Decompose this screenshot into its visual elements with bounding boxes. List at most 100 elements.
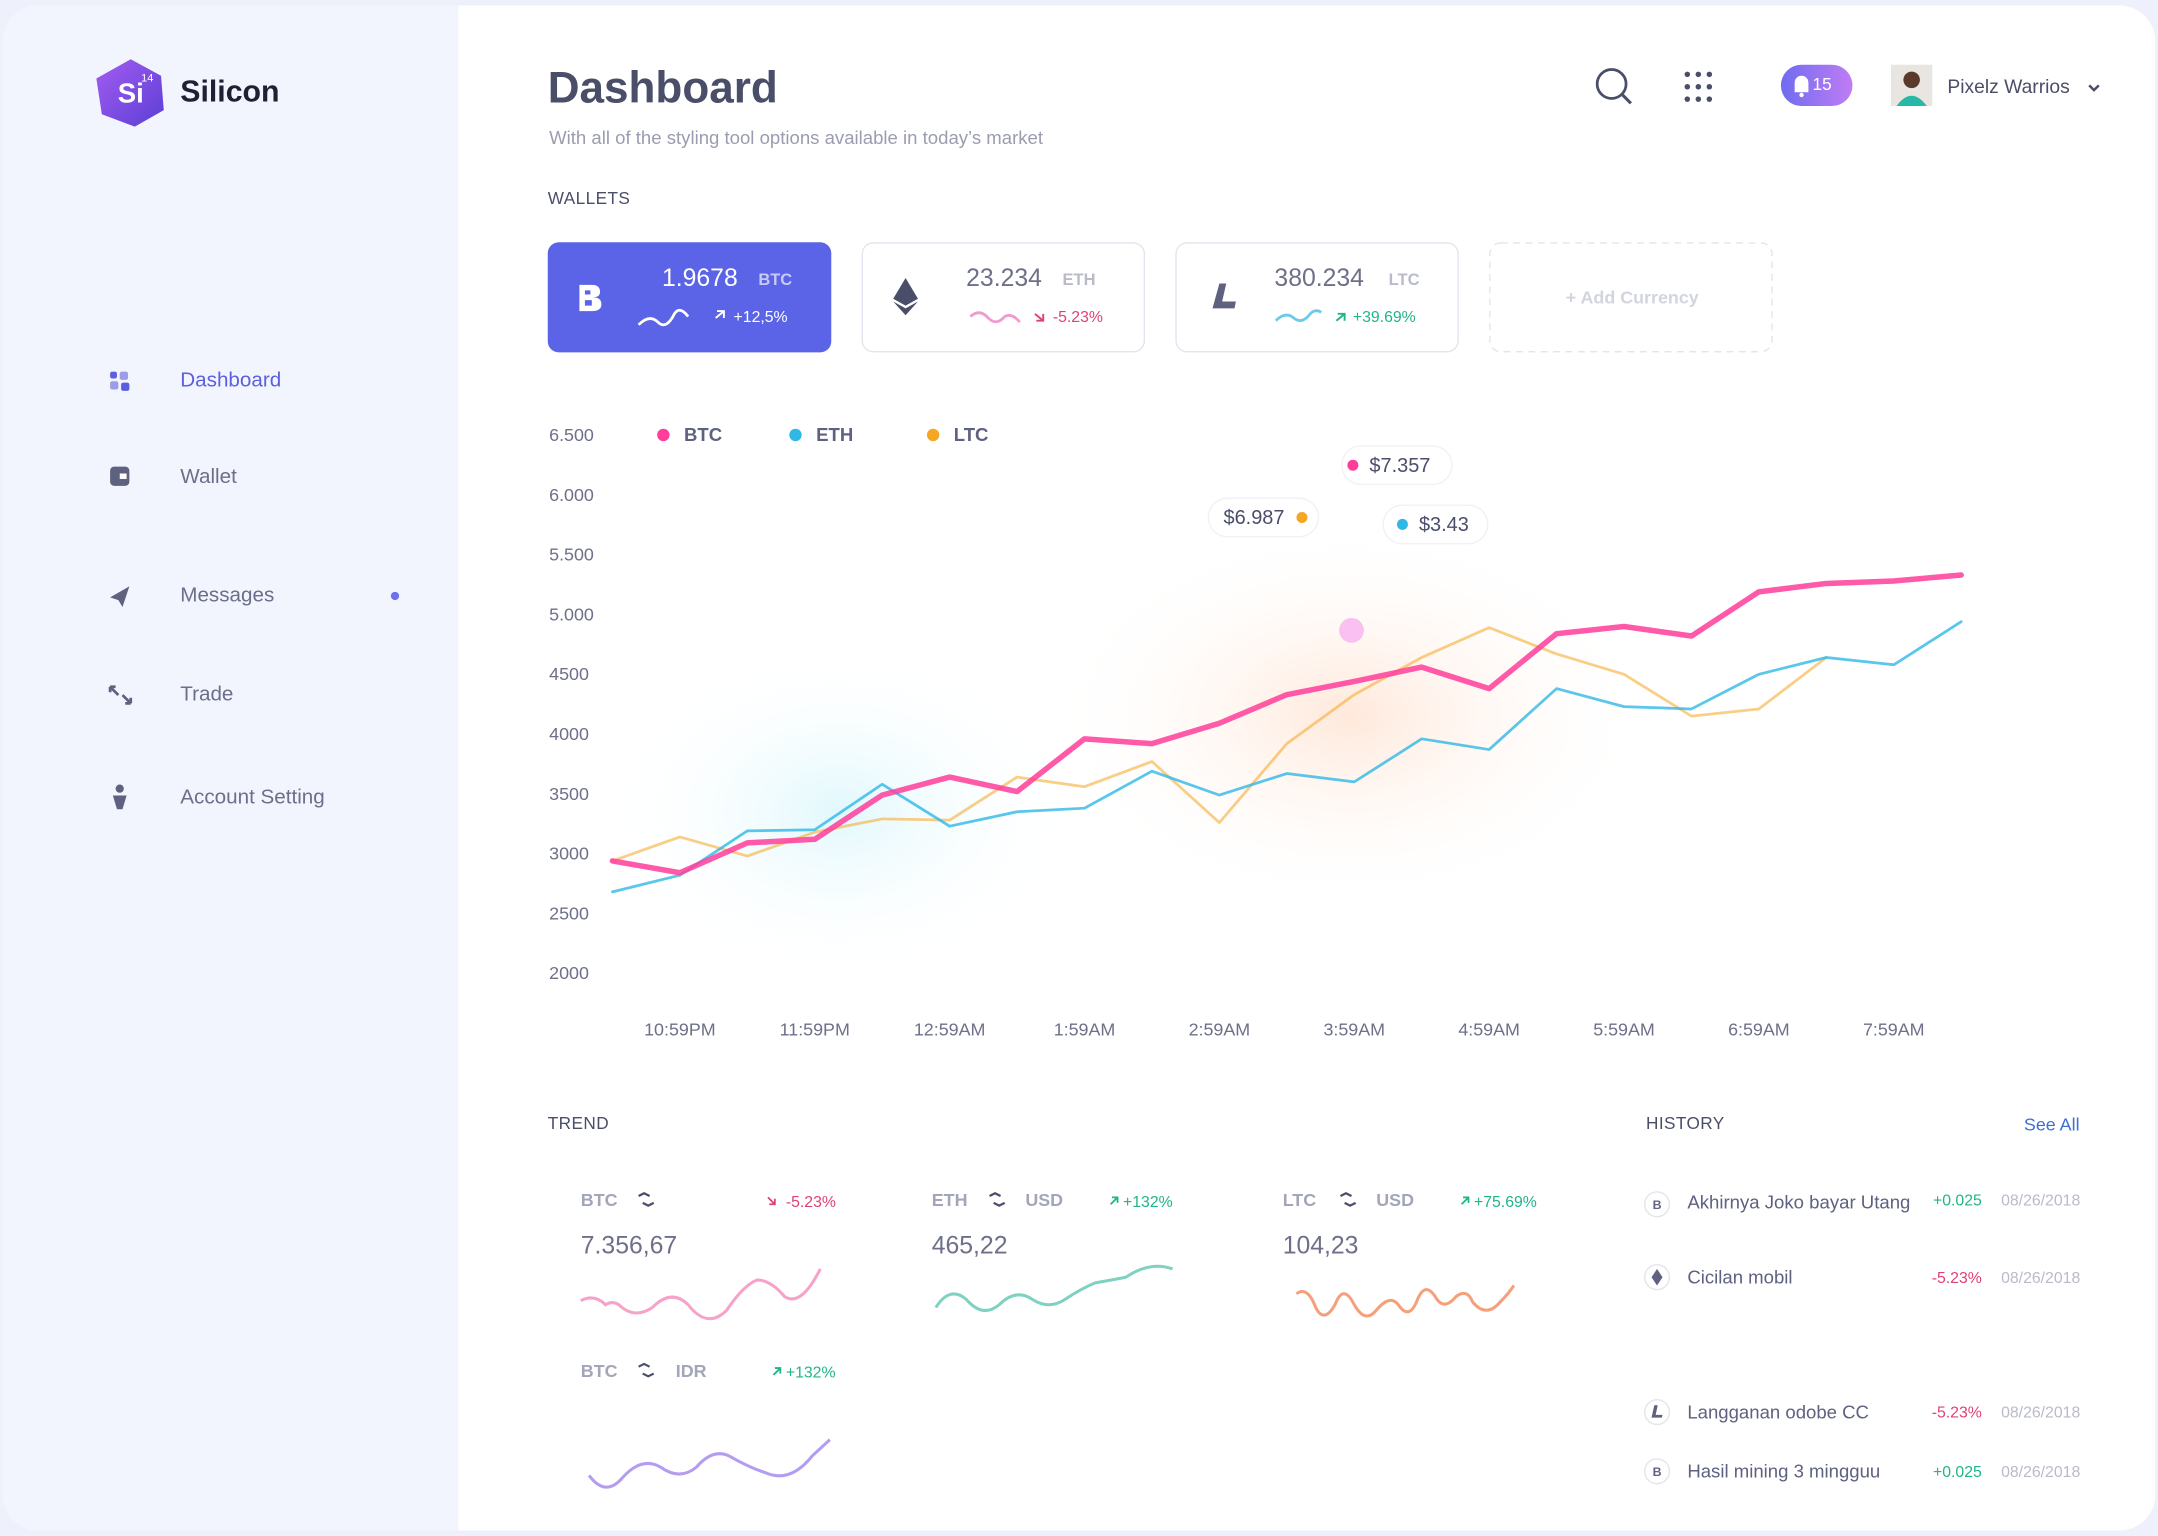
y-tick-label: 6.500 xyxy=(549,425,594,445)
callout-bg xyxy=(1207,497,1320,538)
history-title[interactable]: Langganan odobe CC xyxy=(1687,1401,1869,1422)
line-chart: 2000 2500 3000 3500 4000 4500 5.000 5.500 6.000 6… xyxy=(549,424,1964,1040)
history-row[interactable]: B Akhirnya Joko bayar Utang +0.025 08/26… xyxy=(1643,1191,2081,1246)
chart-highlight xyxy=(1339,617,1364,643)
wallet-card[interactable]: 23.234 ETH -5.23% xyxy=(861,242,1146,353)
chart-glow xyxy=(1045,523,1652,909)
wallet-amount[interactable]: 1.9678 xyxy=(662,265,738,292)
y-tick-label: 4500 xyxy=(549,664,589,684)
wallet-amount[interactable]: 23.234 xyxy=(966,265,1042,292)
history-date[interactable]: 08/26/2018 xyxy=(2001,1193,2080,1210)
nav-wallet[interactable]: Wallet xyxy=(110,465,237,488)
nav-messages[interactable]: Messages xyxy=(110,583,400,607)
nav-dashboard[interactable]: Dashboard xyxy=(110,369,281,392)
legend-label: LTC xyxy=(954,424,989,445)
wallet-unit[interactable]: BTC xyxy=(758,271,792,289)
wallet-amount[interactable]: 380.234 xyxy=(1274,265,1364,292)
see-all-link[interactable]: See All xyxy=(2024,1115,2080,1135)
user-name[interactable]: Pixelz Warrios xyxy=(1947,77,2069,98)
callout-label: $7.357 xyxy=(1369,455,1430,477)
user-menu[interactable]: Pixelz Warrios xyxy=(1891,64,2100,107)
history-date[interactable]: 08/26/2018 xyxy=(2001,1270,2080,1287)
trend-change[interactable]: +132% xyxy=(1123,1194,1173,1211)
x-tick-label: 10:59PM xyxy=(644,1020,716,1040)
callout-bg xyxy=(1341,445,1453,486)
section-label: WALLETS xyxy=(548,188,630,208)
history-row[interactable]: Langganan odobe CC -5.23% 08/26/2018 xyxy=(1643,1399,2081,1426)
series-line xyxy=(611,626,1828,863)
notification-count[interactable]: 15 xyxy=(1813,74,1832,94)
legend-label: BTC xyxy=(684,424,722,445)
y-tick-label: 5.500 xyxy=(549,545,594,565)
trend-value[interactable]: 465,22 xyxy=(932,1232,1008,1259)
trend-base[interactable]: LTC xyxy=(1283,1190,1317,1210)
wallet-change[interactable]: +39.69% xyxy=(1353,309,1416,326)
search-button[interactable] xyxy=(1595,68,1632,105)
x-tick-label: 12:59AM xyxy=(914,1020,986,1040)
trend-quote[interactable]: USD xyxy=(1025,1190,1063,1210)
callout-dot xyxy=(1347,459,1359,471)
nav-label[interactable]: Account Setting xyxy=(180,786,324,809)
trend-card[interactable]: ETH USD +132% 465,22 xyxy=(932,1190,1174,1312)
x-tick-label: 7:59AM xyxy=(1863,1020,1925,1040)
page-subtitle: With all of the styling tool options ava… xyxy=(549,127,1044,148)
trend-card[interactable]: BTC IDR +132% xyxy=(581,1361,836,1489)
trend-change[interactable]: +132% xyxy=(786,1365,836,1382)
x-tick-label: 4:59AM xyxy=(1458,1020,1520,1040)
y-tick-label: 2000 xyxy=(549,963,589,983)
trend-base[interactable]: BTC xyxy=(581,1361,618,1381)
history-row[interactable]: B Hasil mining 3 mingguu +0.025 08/26/20… xyxy=(1643,1458,2081,1485)
section-label: HISTORY xyxy=(1646,1113,1725,1133)
history-date[interactable]: 08/26/2018 xyxy=(2001,1464,2080,1481)
x-tick-label: 3:59AM xyxy=(1323,1020,1385,1040)
history-amount[interactable]: -5.23% xyxy=(1932,1270,1982,1287)
history-title[interactable]: Cicilan mobil xyxy=(1687,1267,1792,1288)
logo xyxy=(96,59,164,127)
trend-quote[interactable]: IDR xyxy=(676,1361,707,1381)
trend-base[interactable]: ETH xyxy=(932,1190,968,1210)
history-amount[interactable]: -5.23% xyxy=(1932,1405,1982,1422)
series-line xyxy=(611,620,1963,894)
nav-trade[interactable]: Trade xyxy=(108,683,233,706)
history-amount[interactable]: +0.025 xyxy=(1933,1464,1982,1481)
logo-text: Si xyxy=(118,77,144,108)
y-tick-label: 2500 xyxy=(549,903,589,923)
wallet-card[interactable]: 1.9678 BTC +12,5% xyxy=(547,242,832,353)
y-tick-label: 4000 xyxy=(549,724,589,744)
callout-dot xyxy=(1296,512,1308,524)
add-currency-label[interactable]: + Add Currency xyxy=(1566,287,1699,307)
history-date[interactable]: 08/26/2018 xyxy=(2001,1405,2080,1422)
history-amount[interactable]: +0.025 xyxy=(1933,1193,1982,1210)
x-tick-label: 2:59AM xyxy=(1189,1020,1251,1040)
history-row[interactable]: Cicilan mobil -5.23% 08/26/2018 xyxy=(1643,1264,2081,1291)
history-title[interactable]: Akhirnya Joko bayar Utang xyxy=(1687,1191,1911,1213)
y-tick-label: 6.000 xyxy=(549,485,594,505)
trend-quote[interactable]: USD xyxy=(1376,1190,1414,1210)
nav-label[interactable]: Wallet xyxy=(180,465,237,488)
trend-value[interactable]: 104,23 xyxy=(1283,1232,1359,1259)
wallet-change[interactable]: -5.23% xyxy=(1053,309,1103,326)
add-currency[interactable]: + Add Currency xyxy=(1489,242,1773,353)
nav-label[interactable]: Messages xyxy=(180,583,274,606)
nav-label[interactable]: Trade xyxy=(180,683,233,706)
wallet-unit[interactable]: LTC xyxy=(1389,271,1420,289)
history-title[interactable]: Hasil mining 3 mingguu xyxy=(1687,1461,1880,1482)
callout-bg xyxy=(1382,504,1489,545)
apps-button[interactable] xyxy=(1684,71,1713,102)
trend-change[interactable]: +75.69% xyxy=(1474,1194,1537,1211)
wallet-card[interactable]: 380.234 LTC +39.69% xyxy=(1175,242,1459,353)
nav-account[interactable]: Account Setting xyxy=(112,784,325,810)
trend-card[interactable]: LTC USD +75.69% 104,23 xyxy=(1283,1190,1537,1318)
trend-change[interactable]: -5.23% xyxy=(786,1194,836,1211)
x-tick-label: 6:59AM xyxy=(1728,1020,1790,1040)
page-title: Dashboard xyxy=(548,64,778,113)
wallet-change[interactable]: +12,5% xyxy=(734,309,788,326)
trend-base[interactable]: BTC xyxy=(581,1190,618,1210)
trend-card[interactable]: BTC -5.23% 7.356,67 xyxy=(580,1190,836,1321)
trend-value[interactable]: 7.356,67 xyxy=(581,1232,677,1259)
notifications[interactable]: 15 xyxy=(1780,64,1853,107)
sidebar xyxy=(2,5,459,1531)
nav-label[interactable]: Dashboard xyxy=(180,369,281,392)
wallet-unit[interactable]: ETH xyxy=(1062,271,1095,289)
